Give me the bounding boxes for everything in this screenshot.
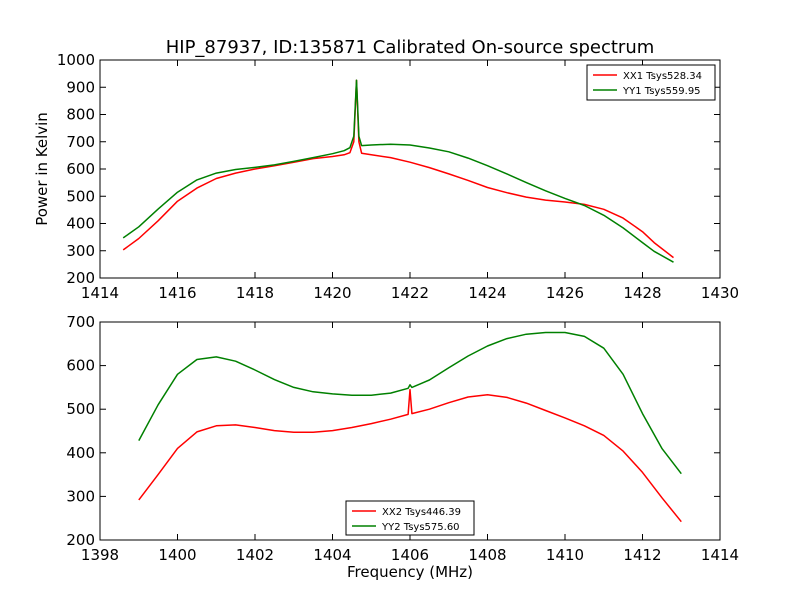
x-tick-label: 1408 (468, 546, 506, 564)
x-axis-label: Frequency (MHz) (347, 563, 473, 581)
legend-box (345, 500, 475, 536)
x-tick-label: 1418 (236, 284, 274, 302)
x-tick-label: 1412 (623, 546, 661, 564)
x-tick-label: 1406 (391, 546, 429, 564)
legend-label: XX2 Tsys446.39 (382, 507, 461, 518)
y-tick-label: 400 (66, 444, 95, 462)
y-tick-label: 600 (66, 357, 95, 375)
x-tick-label: 1414 (701, 546, 739, 564)
legend-box (586, 64, 716, 101)
top-plot: 1414 1416 1418 1420 1422 1424 1426 1428 1430 200 3… (57, 51, 739, 302)
y-tick-label: 500 (66, 187, 95, 205)
y-tick-label: 700 (66, 133, 95, 151)
x-tick-label: 1404 (313, 546, 351, 564)
legend-label: YY2 Tsys575.60 (381, 522, 460, 533)
x-tick-label: 1416 (158, 284, 196, 302)
x-tick-label: 1414 (81, 284, 119, 302)
x-tick-label: 1398 (81, 546, 119, 564)
y-tick-label: 200 (66, 269, 95, 287)
x-tick-label: 1428 (623, 284, 661, 302)
y-axis-label: Power in Kelvin (33, 112, 51, 226)
series-line-yy (122, 79, 674, 263)
y-tick-label: 900 (66, 78, 95, 96)
figure-title: HIP_87937, ID:135871 Calibrated On-sourc… (166, 37, 655, 58)
y-tick-label: 500 (66, 400, 95, 418)
x-tick-label: 1420 (313, 284, 351, 302)
series-line-xx (122, 79, 674, 259)
y-tick-label: 600 (66, 160, 95, 178)
x-tick-label: 1424 (468, 284, 506, 302)
legend-label: XX1 Tsys528.34 (623, 71, 702, 82)
x-tick-label: 1426 (546, 284, 584, 302)
bottom-plot: 1398 1400 1402 1404 1406 1408 1410 1412 1414 200 3… (66, 313, 739, 564)
y-tick-label: 200 (66, 531, 95, 549)
y-tick-label: 800 (66, 106, 95, 124)
legend: XX2 Tsys446.39 YY2 Tsys575.60 (345, 500, 475, 536)
y-tick-label: 300 (66, 242, 95, 260)
x-tick-label: 1400 (158, 546, 196, 564)
x-tick-label: 1422 (391, 284, 429, 302)
series-line-yy (138, 331, 682, 475)
x-tick-label: 1402 (236, 546, 274, 564)
x-tick-label: 1410 (546, 546, 584, 564)
series-line-xx (138, 388, 682, 523)
y-tick-label: 400 (66, 215, 95, 233)
y-tick-label: 300 (66, 487, 95, 505)
y-tick-label: 700 (66, 313, 95, 331)
legend-label: YY1 Tsys559.95 (622, 86, 701, 97)
y-tick-label: 1000 (57, 51, 95, 69)
x-tick-label: 1430 (701, 284, 739, 302)
legend: XX1 Tsys528.34 YY1 Tsys559.95 (586, 64, 716, 101)
